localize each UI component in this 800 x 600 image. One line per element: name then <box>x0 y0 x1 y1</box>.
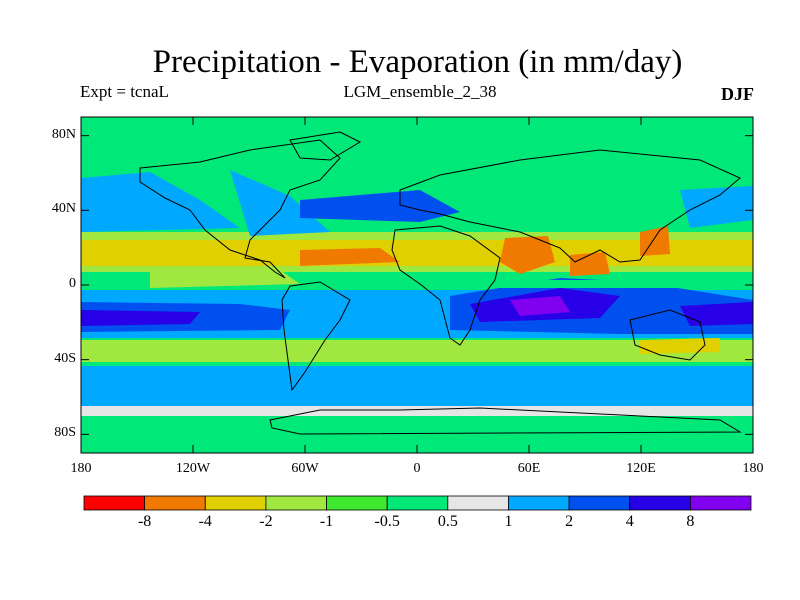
colorbar-swatch <box>326 495 388 511</box>
colorbar-tick-label: 1 <box>504 513 513 530</box>
lon-tick-label: 120W <box>175 461 211 476</box>
southern-ocean <box>81 366 753 406</box>
colorbar-tick-label: 4 <box>625 513 634 530</box>
colorbar-tick-label: -2 <box>259 513 273 530</box>
colorbar-tick-label: 2 <box>565 513 574 530</box>
plot-title: Precipitation - Evaporation (in mm/day) <box>152 44 683 80</box>
arabian-dry-patch <box>500 236 555 274</box>
lat-tick-label: 80N <box>51 126 76 142</box>
lon-tick-label: 120E <box>626 461 656 476</box>
colorbar-tick-label: -4 <box>198 513 212 530</box>
lat-tick-label: 80S <box>54 425 76 441</box>
west-pacific-core <box>680 302 753 326</box>
colorbar-swatch <box>447 495 509 511</box>
coastlines <box>139 131 742 435</box>
indo-itcz-max <box>510 296 570 316</box>
eurasia <box>399 149 741 263</box>
colorbar-swatch <box>265 495 327 511</box>
greenland <box>289 131 362 161</box>
axis-ticks <box>80 117 754 453</box>
colorbar-swatch <box>83 495 146 511</box>
colorbar-swatch <box>689 495 752 511</box>
antarctica-coast <box>269 407 742 435</box>
lon-tick-label: 180 <box>742 461 764 476</box>
lat-tick-label: 40N <box>51 201 76 217</box>
colorbar-swatch <box>568 495 631 511</box>
australia <box>629 309 706 361</box>
precip-field <box>81 117 753 453</box>
colorbar-swatch <box>629 495 691 511</box>
colorbar-tick-label: 0.5 <box>437 513 458 530</box>
africa <box>391 225 501 346</box>
lon-tick-label: 180 <box>70 461 92 476</box>
colorbar-swatch <box>386 495 449 511</box>
colorbar-tick-label: -8 <box>137 513 152 530</box>
lat-tick-label: 0 <box>69 276 76 291</box>
colorbar-swatch <box>144 495 206 511</box>
dry-band-south <box>81 340 753 362</box>
colorbar-swatch <box>508 495 570 511</box>
equator-yellowgreen <box>150 270 300 288</box>
south-america <box>281 281 351 392</box>
west-pacific-storm-track <box>680 186 753 228</box>
bay-dry-patch <box>570 252 610 276</box>
colorbar <box>83 495 752 511</box>
experiment-label: Expt = tcnaL <box>80 82 169 101</box>
na-storm-track-a <box>230 170 330 236</box>
colorbar-tick-label: -1 <box>319 513 334 530</box>
lat-tick-label: 40S <box>54 350 76 366</box>
pacific-storm-track <box>81 172 240 232</box>
season-label: DJF <box>721 84 754 104</box>
ensemble-label: LGM_ensemble_2_38 <box>343 82 497 101</box>
colorbar-swatch <box>204 495 267 511</box>
pacific-itcz-core <box>81 310 200 326</box>
colorbar-tick-label: -0.5 <box>374 513 400 530</box>
north-america <box>139 139 341 279</box>
equator-green <box>81 280 753 288</box>
lon-tick-label: 60E <box>517 461 541 476</box>
atlantic-dry-patch <box>300 248 400 266</box>
atlantic-storm-track <box>300 190 460 222</box>
lon-tick-label: 0 <box>413 461 421 476</box>
lon-tick-label: 60W <box>291 461 319 476</box>
antarctic-margin <box>81 406 753 416</box>
colorbar-tick-label: 8 <box>686 513 695 530</box>
